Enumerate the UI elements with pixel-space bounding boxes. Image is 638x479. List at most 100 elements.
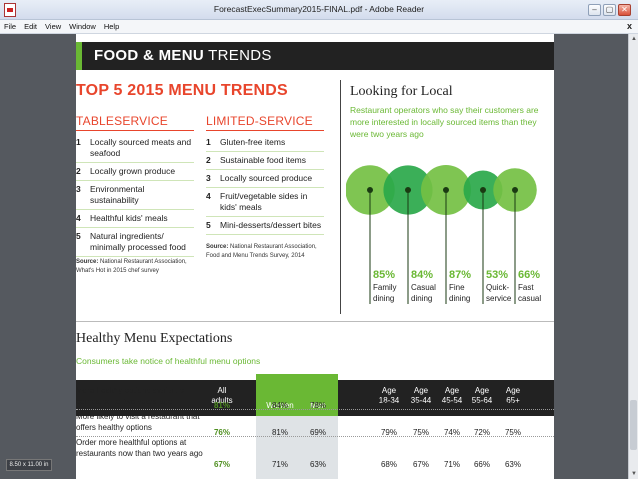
table-cell: 88% <box>412 401 429 410</box>
bubble-percent-label: 53% <box>486 269 508 281</box>
table-cell: 81% <box>271 428 288 437</box>
bubble-category-label: dining <box>373 294 394 303</box>
tableservice-heading: TABLESERVICE <box>76 114 168 128</box>
trend-rank: 1 <box>76 137 81 147</box>
document-close-button[interactable]: x <box>626 21 632 31</box>
local-bubbles-chart: 85% Family dining 84% Casual dining 87% Fine din… <box>346 165 541 304</box>
trend-text: Locally sourced produce <box>220 173 313 183</box>
column-header-line1: Age <box>474 386 490 395</box>
table-cell: 68% <box>380 460 397 469</box>
bubble-percent-label: 84% <box>411 269 433 281</box>
table-cell: 66% <box>473 460 490 469</box>
menu-help[interactable]: Help <box>103 22 120 31</box>
trend-text: Healthful kids' meals <box>90 213 168 223</box>
table-cell: 80% <box>473 401 490 410</box>
table-cell: 82% <box>443 401 460 410</box>
column-header-line2: 18-34 <box>378 396 400 405</box>
source-label: Source: <box>76 259 99 265</box>
column-header-line2: Women <box>266 401 294 410</box>
table-row-label: Order more healthful options at restaura… <box>76 438 203 458</box>
vertical-scrollbar[interactable]: ▲ ▼ <box>628 34 638 479</box>
trend-text: Mini-desserts/dessert bites <box>220 220 322 230</box>
title-bar: ForecastExecSummary2015-FINAL.pdf - Adob… <box>0 0 638 20</box>
table-column-header: Age 45-54 <box>435 386 469 406</box>
bubble-center-dot <box>367 187 373 193</box>
tableservice-list: 1 Locally sourced meats and seafood 2 Local… <box>76 134 194 257</box>
table-cell: 71% <box>443 460 460 469</box>
trend-list-item: 1 Locally sourced meats and seafood <box>76 134 194 163</box>
table-column-header: Age 35-44 <box>404 386 438 406</box>
section-divider <box>76 321 554 322</box>
maximize-button[interactable]: ▢ <box>603 4 616 16</box>
trend-list-item: 3 Locally sourced produce <box>206 170 324 188</box>
trend-text: Environmental sustainability <box>90 184 145 205</box>
table-cell: 67% <box>412 460 429 469</box>
column-header-line2: 65+ <box>506 396 520 405</box>
table-cell: 63% <box>504 460 521 469</box>
table-row-label: More likely to visit a restaurant that o… <box>76 412 200 432</box>
tableservice-rule <box>76 130 194 131</box>
trend-list-item: 2 Locally grown produce <box>76 163 194 181</box>
trend-text: Fruit/vegetable sides in kids' meals <box>220 191 308 212</box>
close-button[interactable]: ✕ <box>618 4 631 16</box>
section-header-title: FOOD & MENU TRENDS <box>94 47 272 64</box>
source-text: National Restaurant Association, What's … <box>76 259 187 274</box>
menu-view[interactable]: View <box>45 22 62 31</box>
column-divider <box>340 80 341 314</box>
minimize-button[interactable]: ‒ <box>588 4 601 16</box>
table-cell: 76% <box>213 428 230 437</box>
menu-window[interactable]: Window <box>69 22 96 31</box>
column-header-line1: Age <box>444 386 460 395</box>
table-column-header: Men <box>301 401 335 411</box>
trend-rank: 3 <box>206 173 211 183</box>
trend-list-item: 5 Natural ingredients/ minimally processe… <box>76 228 194 257</box>
limited-service-source: Source: National Restaurant Association,… <box>206 243 324 261</box>
trend-rank: 4 <box>76 213 81 223</box>
adobe-reader-icon[interactable] <box>4 3 16 17</box>
menu-file[interactable]: File <box>4 22 17 31</box>
table-cell: 72% <box>473 428 490 437</box>
table-cell: 81% <box>213 401 230 410</box>
table-row-separator <box>76 436 554 437</box>
section-header-band <box>76 42 554 70</box>
table-cell: 69% <box>309 428 326 437</box>
pdf-page: FOOD & MENU TRENDS TOP 5 2015 MENU TREND… <box>76 34 554 479</box>
column-header-line1: Age <box>381 386 397 395</box>
trend-rank: 2 <box>76 166 81 176</box>
source-label: Source: <box>206 244 229 250</box>
tableservice-source: Source: National Restaurant Association,… <box>76 258 194 276</box>
column-header-line2: 35-44 <box>410 396 432 405</box>
bubble-category-label: service <box>486 294 512 303</box>
bubble-center-dot <box>512 187 518 193</box>
source-text: National Restaurant Association, Food an… <box>206 244 317 259</box>
limited-service-heading: LIMITED-SERVICE <box>206 114 313 128</box>
limited-service-rule <box>206 130 324 131</box>
trend-list-item: 5 Mini-desserts/dessert bites <box>206 217 324 235</box>
column-header-line2: 55-64 <box>471 396 493 405</box>
limited-service-list: 1 Gluten-free items 2 Sustainable food item… <box>206 134 324 235</box>
bubble-center-dot <box>480 187 486 193</box>
column-header-line1: All <box>217 386 227 395</box>
bubble-category-label: Family <box>373 283 397 292</box>
column-header-line1: Age <box>413 386 429 395</box>
header-title-light: TRENDS <box>203 47 272 64</box>
table-cell: 74% <box>443 428 460 437</box>
trend-list-item: 1 Gluten-free items <box>206 134 324 152</box>
healthy-menu-subtitle: Consumers take notice of healthful menu … <box>76 356 261 366</box>
scroll-down-icon[interactable]: ▼ <box>631 471 637 477</box>
table-cell: 78% <box>309 401 326 410</box>
bubble-category-label: dining <box>411 294 432 303</box>
scroll-up-icon[interactable]: ▲ <box>631 36 637 42</box>
trend-text: Gluten-free items <box>220 137 286 147</box>
scrollbar-thumb[interactable] <box>630 400 637 450</box>
table-cell: 80% <box>504 401 521 410</box>
bubble-category-label: Casual <box>411 283 436 292</box>
bubble-percent-label: 66% <box>518 269 540 281</box>
trend-text: Locally sourced meats and seafood <box>90 137 192 158</box>
trend-rank: 5 <box>206 220 211 230</box>
bubble-center-dot <box>405 187 411 193</box>
menu-edit[interactable]: Edit <box>24 22 38 31</box>
table-column-header: Women <box>263 401 297 411</box>
window-title: ForecastExecSummary2015-FINAL.pdf - Adob… <box>213 4 425 14</box>
table-cell: 79% <box>380 401 397 410</box>
